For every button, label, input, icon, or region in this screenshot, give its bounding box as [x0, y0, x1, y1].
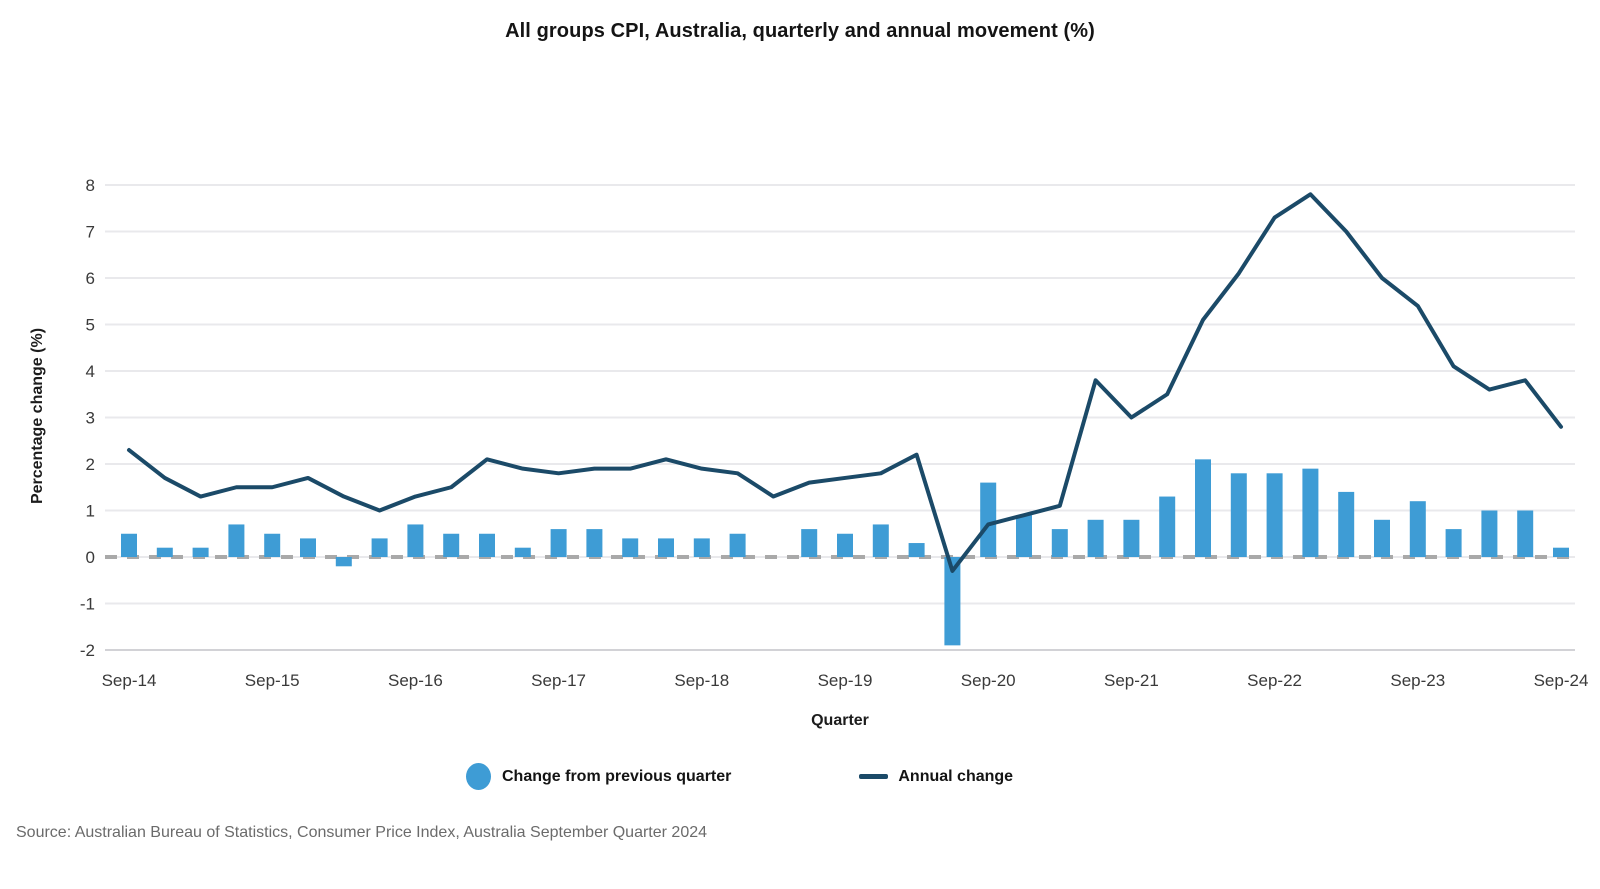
x-tick-label: Sep-16 — [388, 671, 443, 690]
quarterly-change-bar — [1016, 515, 1032, 557]
quarterly-change-bar — [121, 533, 137, 557]
quarterly-change-bar — [622, 538, 639, 557]
quarterly-change-bar — [980, 482, 997, 557]
x-tick-label: Sep-22 — [1247, 671, 1302, 690]
quarterly-change-bar — [693, 538, 710, 557]
quarterly-change-bar — [1230, 473, 1247, 557]
quarterly-change-bar — [729, 533, 746, 557]
x-tick-label: Sep-18 — [674, 671, 729, 690]
quarterly-change-bar — [1338, 491, 1355, 557]
cpi-plot-area: 8 7 6 5 4 3 2 1 0 -1 -2 Sep-14 Sep-15 Sep-16 Sep-17 Sep… — [80, 176, 1589, 690]
quarterly-change-bar — [1087, 519, 1104, 557]
quarterly-change-bar — [908, 543, 925, 557]
quarterly-change-bar — [1553, 547, 1569, 557]
y-tick-label: -2 — [80, 641, 95, 660]
y-tick-label: 1 — [86, 502, 95, 521]
quarterly-change-bar — [407, 524, 424, 557]
y-tick-label: 7 — [86, 223, 95, 242]
quarterly-change-bar — [658, 538, 674, 557]
quarterly-change-bar — [264, 533, 281, 557]
quarterly-change-bar — [1159, 496, 1176, 557]
x-tick-label: Sep-20 — [961, 671, 1016, 690]
quarterly-change-bar — [479, 533, 495, 557]
quarterly-change-bar — [514, 547, 531, 557]
line-series-marker-icon — [859, 774, 889, 779]
legend-label-annual-change: Annual change — [898, 767, 1014, 785]
x-tick-label: Sep-14 — [102, 671, 157, 690]
quarterly-change-bar — [335, 557, 352, 567]
quarterly-change-bar — [801, 529, 818, 557]
x-tick-label: Sep-19 — [818, 671, 873, 690]
quarterly-change-bar — [1481, 510, 1498, 557]
legend-item-quarterly-change: Change from previous quarter — [466, 763, 731, 790]
quarterly-change-bar — [300, 538, 316, 557]
quarterly-change-bar — [192, 547, 209, 557]
x-tick-label: Sep-17 — [531, 671, 586, 690]
x-axis-title: Quarter — [811, 712, 869, 729]
quarterly-change-bar — [1195, 459, 1211, 557]
y-tick-label: 0 — [86, 548, 95, 567]
quarterly-change-bar — [550, 529, 567, 557]
x-tick-label: Sep-21 — [1104, 671, 1159, 690]
x-tick-label: Sep-23 — [1390, 671, 1445, 690]
y-tick-label: 3 — [86, 409, 95, 428]
x-tick-label: Sep-15 — [245, 671, 300, 690]
quarterly-change-bar — [156, 547, 173, 557]
y-tick-label: 4 — [86, 362, 95, 381]
quarterly-change-bar — [586, 529, 603, 557]
quarterly-change-bar — [1051, 529, 1068, 557]
quarterly-change-bar — [443, 533, 460, 557]
quarterly-change-bar — [1517, 510, 1534, 557]
quarterly-change-bar — [1123, 519, 1140, 557]
quarterly-change-bar — [1374, 519, 1390, 557]
x-tick-label: Sep-24 — [1534, 671, 1589, 690]
chart-legend: Change from previous quarter Annual chan… — [466, 763, 1013, 790]
bar-series-marker-icon — [466, 763, 491, 790]
y-tick-label: 2 — [86, 455, 95, 474]
y-tick-label: 6 — [86, 269, 95, 288]
quarterly-change-bar — [837, 533, 853, 557]
quarterly-change-bar — [1266, 473, 1283, 557]
legend-label-quarterly-change: Change from previous quarter — [502, 767, 732, 785]
annual-change-line — [127, 192, 1563, 573]
quarterly-change-bar — [371, 538, 388, 557]
quarterly-change-bar — [228, 524, 245, 557]
y-tick-label: 5 — [86, 316, 95, 335]
quarterly-change-bar — [1302, 468, 1319, 557]
y-tick-label: -1 — [80, 595, 95, 614]
quarterly-change-bar — [1409, 501, 1426, 557]
y-tick-label: 8 — [86, 176, 95, 195]
quarterly-change-bar — [1445, 529, 1462, 557]
quarterly-change-bar — [944, 557, 961, 646]
quarterly-change-bar — [872, 524, 889, 557]
source-note: Source: Australian Bureau of Statistics,… — [16, 824, 708, 841]
legend-item-annual-change: Annual change — [859, 768, 1013, 786]
chart-title: All groups CPI, Australia, quarterly and… — [505, 20, 1095, 42]
